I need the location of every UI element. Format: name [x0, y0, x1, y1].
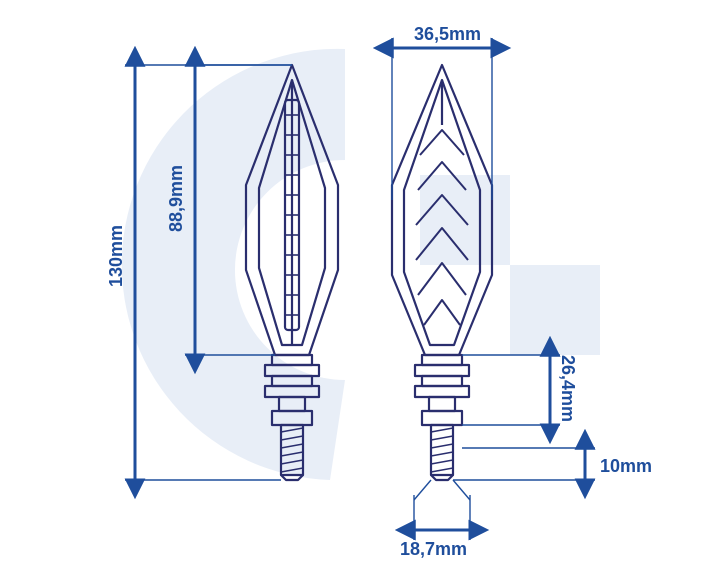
dim-stem-height-label: 26,4mm — [557, 355, 578, 427]
dim-thread-height-label: 10mm — [600, 456, 652, 476]
dim-thread-width-label: 18,7mm — [400, 539, 467, 559]
dim-body-height-label: 88,9mm — [166, 165, 187, 237]
dim-width-label: 36,5mm — [414, 24, 481, 44]
dim-overall-height-label: 130mm — [106, 225, 127, 292]
